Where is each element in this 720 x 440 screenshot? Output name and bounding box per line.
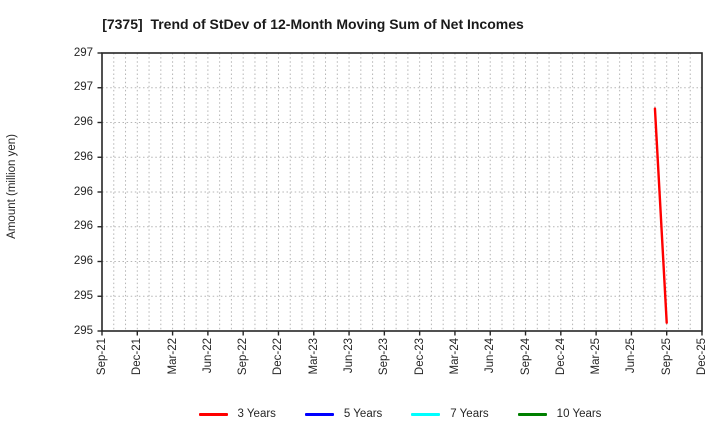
chart-title: [7375] Trend of StDev of 12-Month Moving… xyxy=(102,16,524,32)
x-tick-label: Mar-23 xyxy=(307,338,320,375)
x-tick-label: Sep-25 xyxy=(660,338,673,376)
x-tick-label: Jun-24 xyxy=(484,338,497,374)
x-tick-label: Mar-24 xyxy=(448,338,461,375)
x-tick-label: Dec-22 xyxy=(272,338,285,376)
x-tick-label: Mar-25 xyxy=(590,338,603,375)
y-tick-label: 296 xyxy=(73,255,93,267)
x-tick-label: Dec-23 xyxy=(413,338,426,376)
x-tick-label: Sep-23 xyxy=(378,338,391,376)
legend-line-swatch xyxy=(411,412,441,416)
legend-item-5-years: 5 Years xyxy=(304,407,383,421)
legend-item-10-years: 10 Years xyxy=(517,407,602,421)
y-tick-label: 297 xyxy=(73,46,93,59)
y-tick-label: 296 xyxy=(73,116,93,128)
legend-label: 10 Years xyxy=(556,408,602,420)
legend-item-3-years: 3 Years xyxy=(198,407,276,421)
legend-line-swatch xyxy=(198,412,228,416)
x-tick-label: Dec-25 xyxy=(696,338,708,376)
legend-line-swatch xyxy=(304,412,334,416)
y-tick-label: 295 xyxy=(73,289,93,302)
legend-label: 5 Years xyxy=(343,408,383,420)
axes-border xyxy=(101,52,703,332)
legend-item-7-years: 7 Years xyxy=(411,407,489,421)
legend-label: 3 Years xyxy=(237,408,276,420)
x-tick-label: Jun-25 xyxy=(625,338,638,374)
x-tick-label: Sep-22 xyxy=(237,338,250,376)
legend-line-swatch xyxy=(517,412,547,416)
legend: 3 Years 5 Years 7 Years 10 Years xyxy=(80,404,720,424)
x-tick-label: Mar-22 xyxy=(166,338,179,375)
y-tick-label: 295 xyxy=(73,324,93,337)
x-tick-label: Dec-24 xyxy=(554,338,567,376)
x-tick-label: Sep-24 xyxy=(519,338,532,376)
y-tick-label: 296 xyxy=(73,150,93,163)
y-axis-label: Amount (million yen) xyxy=(6,134,18,239)
legend-label: 7 Years xyxy=(450,408,489,420)
x-tick-label: Sep-21 xyxy=(96,338,108,376)
x-tick-label: Jun-23 xyxy=(343,338,356,374)
y-tick-label: 296 xyxy=(73,220,93,233)
series-line-3-years xyxy=(653,107,668,324)
x-tick-label: Jun-22 xyxy=(201,338,214,374)
x-tick-label: Dec-21 xyxy=(131,338,144,376)
y-tick-label: 296 xyxy=(73,185,93,198)
y-tick-label: 297 xyxy=(73,81,93,94)
